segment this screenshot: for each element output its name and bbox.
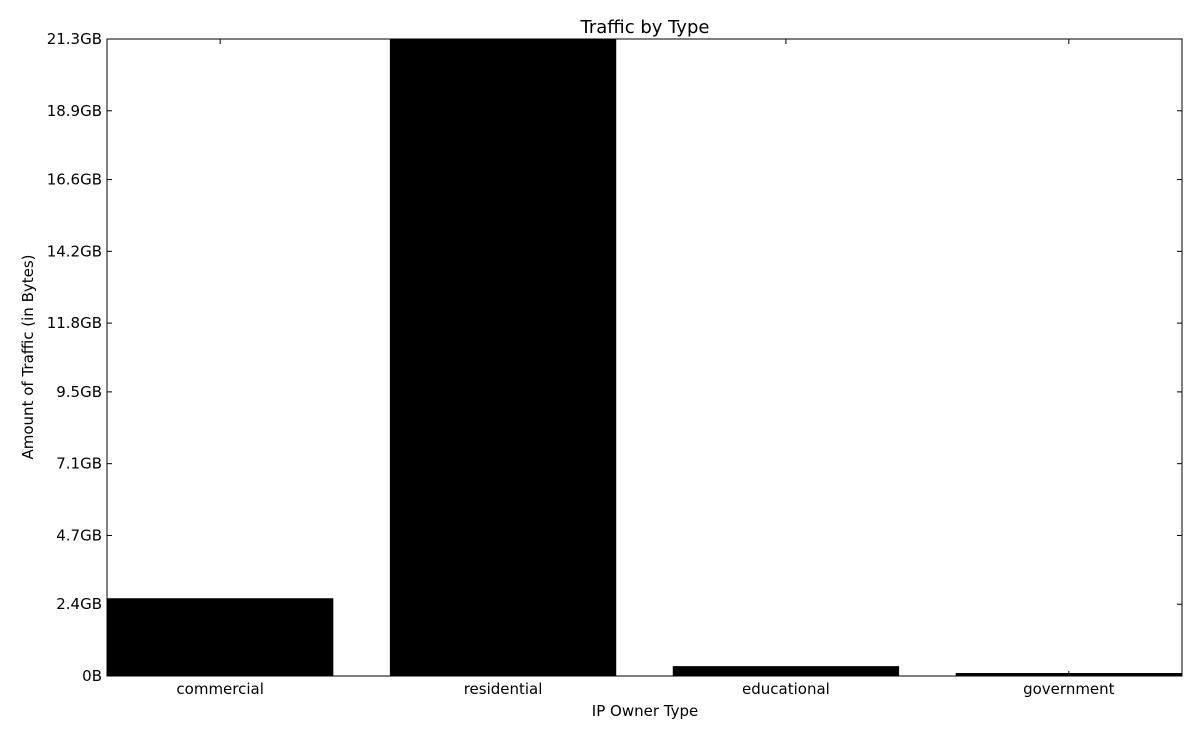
- y-tick-label: 14.2GB: [47, 242, 102, 260]
- y-axis-label: Amount of Traffic (in Bytes): [19, 254, 37, 459]
- y-tick-label: 18.9GB: [47, 102, 102, 120]
- plot-frame: [106, 38, 1183, 677]
- y-tick-label: 4.7GB: [56, 526, 102, 544]
- bars-group: [107, 39, 1182, 676]
- x-tick-label-commercial: commercial: [176, 680, 264, 698]
- y-tick-label: 0B: [82, 667, 102, 685]
- y-tick-label: 16.6GB: [47, 171, 102, 189]
- y-axis: 0B 2.4GB 4.7GB 7.1GB 9.5GB 11.8GB 14.2GB 16.6GB…: [47, 30, 1182, 685]
- y-tick-label: 11.8GB: [47, 314, 102, 332]
- y-tick-label: 2.4GB: [56, 595, 102, 613]
- y-tick-label: 9.5GB: [56, 383, 102, 401]
- bar-residential: [389, 39, 617, 676]
- bar-commercial: [107, 598, 334, 676]
- x-tick-label-government: government: [1023, 680, 1115, 698]
- x-tick-label-residential: residential: [464, 680, 543, 698]
- y-tick-label: 21.3GB: [47, 30, 102, 48]
- x-tick-label-educational: educational: [742, 680, 830, 698]
- chart-title: Traffic by Type: [580, 17, 710, 38]
- x-axis: commercial residential educational governme…: [176, 39, 1115, 698]
- x-axis-label: IP Owner Type: [592, 702, 698, 720]
- y-tick-label: 7.1GB: [56, 455, 102, 473]
